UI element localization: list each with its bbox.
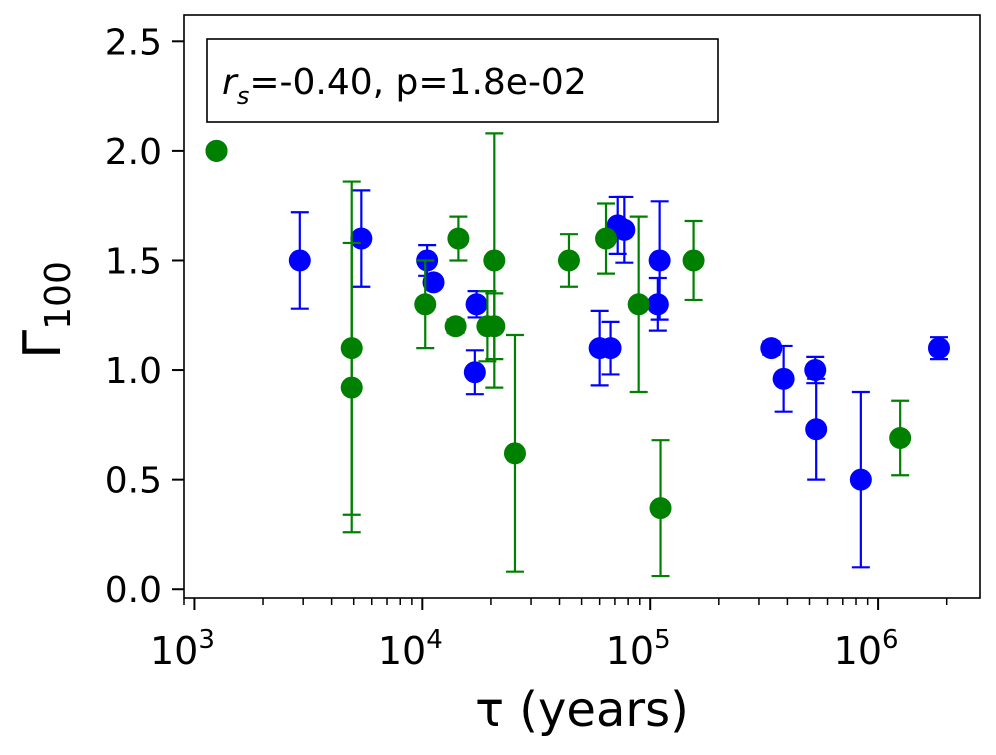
point-blue-17 — [849, 468, 872, 491]
point-green-12 — [627, 293, 650, 316]
point-green-3 — [414, 293, 437, 316]
point-blue-11 — [648, 249, 671, 272]
point-blue-16 — [805, 418, 828, 441]
point-blue-4 — [422, 271, 445, 294]
annotation-text: rs=-0.40, p=1.8e-02 — [222, 62, 587, 110]
point-blue-13 — [760, 337, 783, 360]
point-blue-18 — [927, 337, 950, 360]
annotation-symbol: r — [222, 62, 239, 103]
annotation-symbol-sub: s — [237, 82, 250, 110]
stats-annotation: rs=-0.40, p=1.8e-02 — [206, 38, 719, 123]
point-blue-14 — [772, 367, 795, 390]
x-tick-label-3: 106 — [834, 625, 899, 673]
point-blue-1 — [288, 249, 311, 272]
x-tick-label-2: 105 — [606, 625, 671, 673]
y-tick-label-1: 0.5 — [105, 461, 162, 502]
point-blue-8 — [599, 337, 622, 360]
point-green-2 — [340, 376, 363, 399]
point-green-8 — [483, 249, 506, 272]
point-green-13 — [649, 497, 672, 520]
y-tick-label-0: 0.0 — [105, 570, 162, 611]
point-green-10 — [557, 249, 580, 272]
point-green-5 — [447, 227, 470, 250]
point-blue-12 — [646, 293, 669, 316]
y-axis-label: Γ100 — [13, 261, 79, 359]
x-axis-label: τ (years) — [475, 682, 689, 738]
point-green-4 — [444, 315, 467, 338]
point-blue-2 — [350, 227, 373, 250]
y-axis-label-sub: 100 — [38, 261, 79, 330]
point-blue-6 — [463, 361, 486, 384]
y-tick-label-3: 1.5 — [105, 241, 162, 282]
point-green-11 — [595, 227, 618, 250]
series-blue — [205, 139, 950, 569]
point-green-14 — [682, 249, 705, 272]
y-tick-label-5: 2.5 — [105, 22, 162, 63]
point-blue-5 — [465, 293, 488, 316]
x-tick-label-0: 103 — [150, 625, 215, 673]
series-green — [205, 132, 912, 578]
point-green-15 — [889, 427, 912, 450]
svg-text:Γ100: Γ100 — [13, 261, 79, 359]
annotation-box — [206, 38, 719, 123]
y-axis-label-symbol: Γ — [13, 330, 73, 359]
point-blue-10 — [613, 218, 636, 241]
data-layer — [205, 132, 950, 578]
point-green-9 — [503, 442, 526, 465]
point-blue-15 — [804, 359, 827, 382]
axes-layer: 0.0 0.5 1.0 1.5 2.0 2.5 103 104 105 106 — [105, 22, 948, 673]
x-tick-label-1: 104 — [378, 625, 443, 673]
point-green-0 — [205, 139, 228, 162]
annotation-value: =-0.40, p=1.8e-02 — [249, 62, 586, 103]
y-tick-label-4: 2.0 — [105, 132, 162, 173]
y-tick-label-2: 1.0 — [105, 351, 162, 392]
